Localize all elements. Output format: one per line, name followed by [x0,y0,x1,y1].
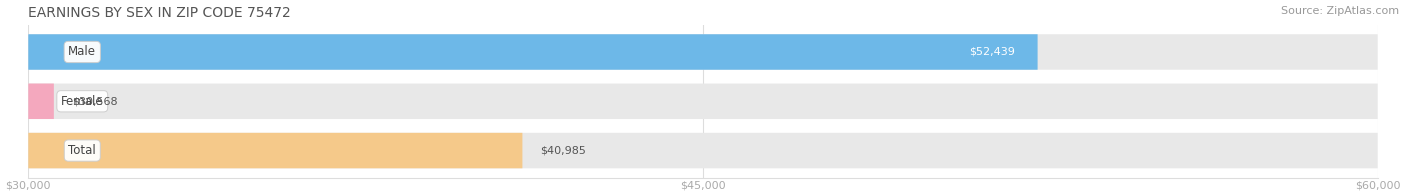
Text: $52,439: $52,439 [969,47,1015,57]
FancyBboxPatch shape [28,34,1038,70]
FancyBboxPatch shape [28,133,523,168]
Text: Female: Female [60,95,104,108]
FancyBboxPatch shape [28,83,53,119]
Text: Total: Total [69,144,96,157]
Text: EARNINGS BY SEX IN ZIP CODE 75472: EARNINGS BY SEX IN ZIP CODE 75472 [28,5,291,20]
FancyBboxPatch shape [28,34,1378,70]
Text: $40,985: $40,985 [540,146,586,156]
Text: Source: ZipAtlas.com: Source: ZipAtlas.com [1281,6,1399,16]
FancyBboxPatch shape [28,133,1378,168]
Text: $30,568: $30,568 [72,96,118,106]
Text: Male: Male [69,45,96,58]
FancyBboxPatch shape [28,83,1378,119]
